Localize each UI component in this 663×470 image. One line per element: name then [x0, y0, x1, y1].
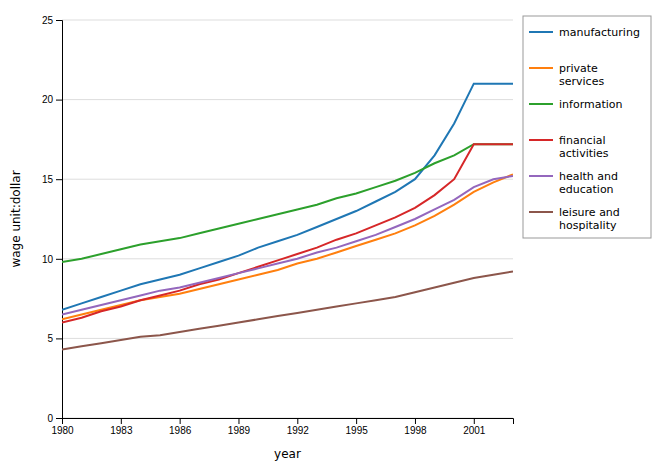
- tick-mark: [56, 20, 62, 21]
- tick-label: 1998: [404, 425, 427, 436]
- tick: 20: [42, 94, 62, 105]
- tick-mark: [56, 418, 62, 419]
- tick: 25: [42, 15, 62, 26]
- tick: 1992: [287, 418, 310, 436]
- tick: 0: [47, 413, 62, 424]
- tick-mark: [56, 338, 62, 339]
- tick-mark: [415, 418, 416, 424]
- legend-swatch: [529, 211, 553, 213]
- tick-label: 1995: [346, 425, 369, 436]
- tick-label: 10: [42, 254, 54, 265]
- tick-label: 25: [42, 15, 54, 26]
- tick: 2001: [463, 418, 486, 436]
- legend-item: information: [529, 98, 623, 111]
- legend-swatch: [529, 175, 553, 177]
- grid-line: [62, 258, 513, 259]
- axis-line: [63, 419, 514, 425]
- legend-item: health andeducation: [529, 170, 618, 196]
- series-line: [62, 84, 513, 310]
- tick-label: 15: [42, 174, 54, 185]
- grid-line: [62, 179, 513, 180]
- y-axis: 0 5 10 15 20 25: [42, 15, 63, 424]
- x-axis: 1980 1983 1986 1989 1992 1995 1998 2001: [51, 418, 513, 436]
- axis-line: [56, 21, 63, 419]
- lines: [62, 84, 513, 350]
- tick: 1983: [110, 418, 133, 436]
- y-axis-title: wage unit:dollar: [9, 170, 23, 267]
- grid: [62, 20, 513, 418]
- tick-label: 1989: [228, 425, 251, 436]
- legend-swatch: [529, 103, 553, 105]
- legend-swatch: [529, 31, 553, 33]
- series-line: [62, 176, 513, 315]
- tick-mark: [56, 100, 62, 101]
- legend-item: manufacturing: [529, 26, 640, 39]
- tick-mark: [180, 418, 181, 424]
- tick-label: 1980: [51, 425, 74, 436]
- legend-label: manufacturing: [559, 26, 640, 39]
- tick: 10: [42, 254, 62, 265]
- tick-label: 1986: [169, 425, 192, 436]
- tick-label: 20: [42, 94, 54, 105]
- tick-label: 2001: [463, 425, 486, 436]
- legend-item: financialactivities: [529, 134, 609, 160]
- tick-label: 5: [47, 333, 53, 344]
- tick-mark: [238, 418, 239, 424]
- tick-mark: [121, 418, 122, 424]
- tick: 1989: [228, 418, 251, 436]
- chart: 1980 1983 1986 1989 1992 1995 1998 2001 0 5 10 15 20…: [0, 0, 663, 470]
- tick-label: 1992: [287, 425, 310, 436]
- plot-area: 1980 1983 1986 1989 1992 1995 1998 2001 0 5 10 15 20…: [9, 15, 514, 461]
- legend-label: privateservices: [559, 62, 604, 88]
- legend-swatch: [529, 139, 553, 141]
- tick: 5: [47, 333, 62, 344]
- series-line: [62, 144, 513, 262]
- legend-item: privateservices: [529, 62, 604, 88]
- tick-mark: [356, 418, 357, 424]
- legend-item: leisure andhospitality: [529, 206, 620, 232]
- series-line: [62, 144, 513, 322]
- legend-swatch: [529, 67, 553, 69]
- legend: manufacturing privateservices information f…: [523, 16, 651, 238]
- tick-mark: [474, 418, 475, 424]
- series-line: [62, 272, 513, 350]
- tick: 15: [42, 174, 62, 185]
- legend-label: information: [559, 98, 623, 111]
- tick-mark: [56, 259, 62, 260]
- tick-mark: [297, 418, 298, 424]
- legend-label: financialactivities: [559, 134, 609, 160]
- tick-label: 0: [47, 413, 53, 424]
- grid-line: [62, 99, 513, 100]
- legend-label: leisure andhospitality: [559, 206, 620, 232]
- tick: 1995: [346, 418, 369, 436]
- legend-box: [523, 16, 651, 238]
- tick: 1998: [404, 418, 427, 436]
- tick: 1980: [51, 418, 74, 436]
- legend-label: health andeducation: [559, 170, 618, 196]
- tick-mark: [56, 179, 62, 180]
- tick-label: 1983: [110, 425, 133, 436]
- x-axis-title: year: [274, 447, 301, 461]
- grid-line: [62, 20, 513, 21]
- tick: 1986: [169, 418, 192, 436]
